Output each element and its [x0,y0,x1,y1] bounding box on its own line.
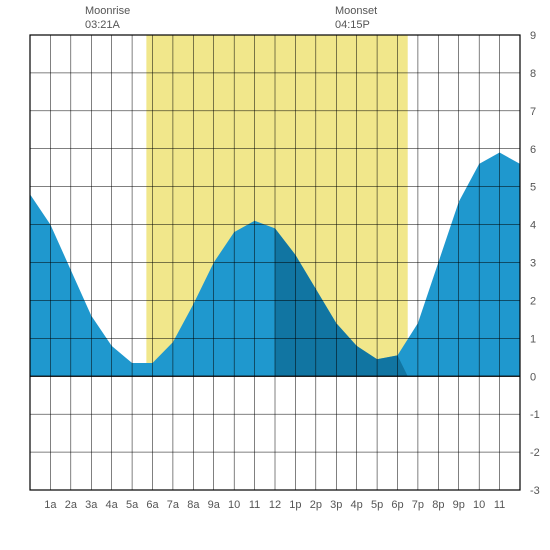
x-tick-label: 1a [44,499,57,511]
y-tick-label: 4 [530,220,536,232]
x-tick-label: 5a [126,499,139,511]
y-tick-label: 7 [530,106,536,118]
y-tick-label: 6 [530,144,536,156]
moonset-time: 04:15P [335,18,377,32]
x-tick-label: 8p [432,499,444,511]
x-tick-label: 9p [453,499,465,511]
y-tick-label: 1 [530,333,536,345]
y-tick-label: 9 [530,30,536,42]
moonrise-label: Moonrise [85,4,130,18]
y-tick-label: 2 [530,295,536,307]
y-tick-label: 0 [530,371,536,383]
x-tick-label: 3a [85,499,98,511]
x-tick-label: 3p [330,499,342,511]
x-tick-label: 6a [146,499,159,511]
x-tick-label: 2p [310,499,322,511]
moonset-annotation: Moonset 04:15P [335,4,377,33]
moonrise-time: 03:21A [85,18,130,32]
y-tick-label: 3 [530,258,536,270]
x-tick-label: 5p [371,499,383,511]
y-tick-label: 8 [530,68,536,80]
y-tick-label: -3 [530,485,540,497]
moonrise-annotation: Moonrise 03:21A [85,4,130,33]
x-tick-label: 4a [106,499,119,511]
x-tick-label: 11 [249,499,260,511]
x-tick-label: 7p [412,499,424,511]
y-tick-label: -2 [530,447,540,459]
x-tick-label: 9a [208,499,221,511]
x-tick-label: 8a [187,499,200,511]
y-tick-label: -1 [530,409,540,421]
x-tick-label: 6p [391,499,403,511]
x-tick-label: 1p [289,499,301,511]
x-tick-label: 2a [65,499,78,511]
chart-svg: 1a2a3a4a5a6a7a8a9a1011121p2p3p4p5p6p7p8p… [0,0,550,550]
x-tick-label: 12 [269,499,281,511]
x-tick-label: 11 [494,499,505,511]
x-tick-label: 4p [351,499,363,511]
x-tick-label: 7a [167,499,180,511]
y-tick-label: 5 [530,182,536,194]
x-tick-label: 10 [228,499,240,511]
x-tick-label: 10 [473,499,485,511]
tide-chart: Moonrise 03:21A Moonset 04:15P 1a 2a 3a 4a 5… [0,0,550,550]
moonset-label: Moonset [335,4,377,18]
